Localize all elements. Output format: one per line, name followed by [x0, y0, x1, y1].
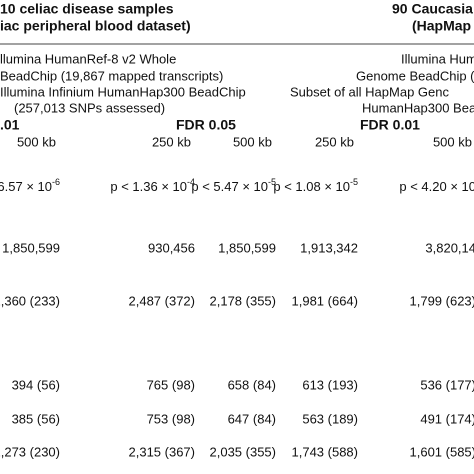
platform: llumina HumanRef-8 v2 Whole — [0, 51, 176, 66]
cell: 647 (84) — [228, 411, 276, 426]
cell: 765 (98) — [147, 377, 195, 392]
cell: 1,601 (585) — [410, 444, 474, 459]
threshold: p < 5.47 × 10-5 — [191, 177, 276, 194]
cell: 1,850,599 — [2, 240, 60, 255]
cell: 613 (193) — [302, 377, 358, 392]
fdr: FDR 0.01 — [360, 117, 420, 133]
platform: Illumina Infinium HumanHap300 BeadChip — [0, 84, 246, 99]
threshold-base: p < 1.36 × 10 — [110, 179, 187, 194]
cell: 1,273 (230) — [0, 444, 60, 459]
threshold-exp: -5 — [350, 177, 358, 187]
cell: 1,799 (623) — [410, 293, 474, 308]
cell: 385 (56) — [12, 411, 60, 426]
platform: Illumina Hum — [401, 51, 474, 66]
threshold: p < 1.08 × 10-5 — [273, 177, 358, 194]
window: 250 kb — [315, 134, 354, 149]
cell: 536 (177) — [420, 377, 474, 392]
threshold-base: p < 1.08 × 10 — [273, 179, 350, 194]
cell: 491 (174) — [420, 411, 474, 426]
fdr: FDR 0.05 — [176, 117, 236, 133]
cell: 394 (56) — [12, 377, 60, 392]
threshold-base: p < 5.47 × 10 — [191, 179, 268, 194]
threshold-exp: -5 — [268, 177, 276, 187]
threshold-exp: -4 — [187, 177, 195, 187]
cell: 2,315 (367) — [129, 444, 196, 459]
cell: 658 (84) — [228, 377, 276, 392]
cell: 2,035 (355) — [210, 444, 277, 459]
window: 500 kb — [433, 134, 472, 149]
threshold: p < 1.36 × 10-4 — [110, 177, 195, 194]
cell: 753 (98) — [147, 411, 195, 426]
cell: 2,487 (372) — [129, 293, 196, 308]
platform: Genome BeadChip ( — [356, 68, 474, 83]
cell: 563 (189) — [302, 411, 358, 426]
threshold: p < 4.20 × 10 — [399, 179, 474, 194]
platform: Subset of all HapMap Genc — [290, 84, 449, 99]
left-title: iac peripheral blood dataset) — [0, 18, 191, 34]
threshold: < 6.57 × 10-6 — [0, 177, 60, 194]
window: 500 kb — [233, 134, 272, 149]
cell: 1,981 (664) — [292, 293, 359, 308]
cell: 1,743 (588) — [292, 444, 359, 459]
fdr: .01 — [0, 117, 20, 133]
cell: 1,913,342 — [300, 240, 358, 255]
right-title: 90 Caucasia — [392, 1, 473, 17]
window: 500 kb — [17, 134, 56, 149]
cell: 3,820,14 — [425, 240, 474, 255]
threshold-exp: -6 — [52, 177, 60, 187]
right-title: (HapMap — [412, 18, 471, 34]
cell: 930,456 — [148, 240, 195, 255]
platform: HumanHap300 BeadC — [362, 100, 474, 115]
cell: 1,850,599 — [218, 240, 276, 255]
window: 250 kb — [152, 134, 191, 149]
left-title: 10 celiac disease samples — [0, 1, 174, 17]
platform: BeadChip (19,867 mapped transcripts) — [0, 68, 223, 83]
cell: 2,178 (355) — [210, 293, 277, 308]
threshold-base: < 6.57 × 10 — [0, 179, 52, 194]
platform: (257,013 SNPs assessed) — [14, 100, 165, 115]
threshold-base: p < 4.20 × 10 — [399, 179, 474, 194]
cell: 1,360 (233) — [0, 293, 60, 308]
